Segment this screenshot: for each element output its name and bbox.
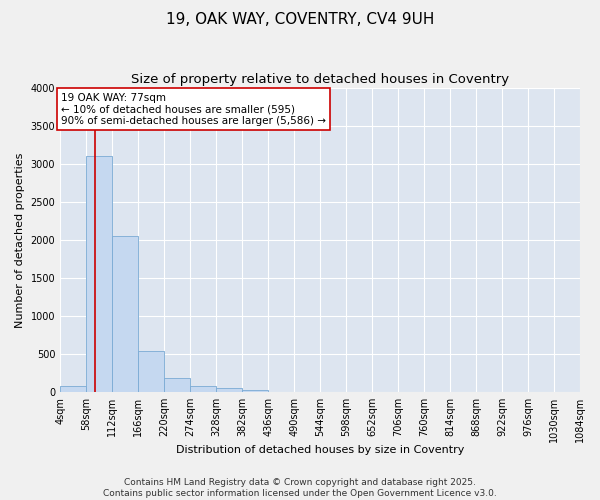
Text: Contains HM Land Registry data © Crown copyright and database right 2025.
Contai: Contains HM Land Registry data © Crown c… — [103, 478, 497, 498]
Bar — [86, 156, 112, 392]
Bar — [216, 388, 242, 392]
Bar — [138, 351, 164, 392]
Text: 19, OAK WAY, COVENTRY, CV4 9UH: 19, OAK WAY, COVENTRY, CV4 9UH — [166, 12, 434, 28]
Bar — [242, 390, 268, 392]
Bar — [112, 236, 138, 392]
Title: Size of property relative to detached houses in Coventry: Size of property relative to detached ho… — [131, 72, 509, 86]
Bar — [164, 378, 190, 392]
X-axis label: Distribution of detached houses by size in Coventry: Distribution of detached houses by size … — [176, 445, 464, 455]
Bar — [190, 386, 216, 392]
Y-axis label: Number of detached properties: Number of detached properties — [15, 152, 25, 328]
Bar — [60, 386, 86, 392]
Text: 19 OAK WAY: 77sqm
← 10% of detached houses are smaller (595)
90% of semi-detache: 19 OAK WAY: 77sqm ← 10% of detached hous… — [61, 92, 326, 126]
